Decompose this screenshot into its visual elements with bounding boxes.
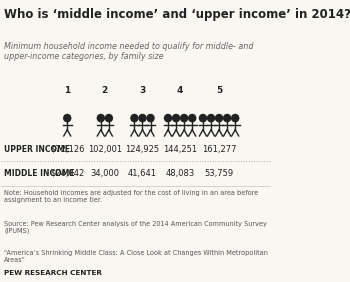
Text: UPPER INCOME: UPPER INCOME	[4, 145, 70, 154]
Text: 53,759: 53,759	[204, 169, 234, 178]
Text: 102,001: 102,001	[88, 145, 122, 154]
Text: Source: Pew Research Center analysis of the 2014 American Community Survey
(IPUM: Source: Pew Research Center analysis of …	[4, 221, 267, 234]
Circle shape	[147, 114, 154, 122]
Text: PEW RESEARCH CENTER: PEW RESEARCH CENTER	[4, 270, 102, 276]
Text: 41,641: 41,641	[128, 169, 157, 178]
Text: $24,042: $24,042	[50, 169, 84, 178]
Text: 144,251: 144,251	[163, 145, 197, 154]
Text: 34,000: 34,000	[90, 169, 119, 178]
Circle shape	[181, 114, 188, 122]
Text: 4: 4	[177, 86, 183, 95]
Text: 5: 5	[216, 86, 222, 95]
Circle shape	[97, 114, 104, 122]
Circle shape	[139, 114, 146, 122]
Circle shape	[216, 114, 223, 122]
Circle shape	[105, 114, 112, 122]
Circle shape	[64, 114, 71, 122]
Text: MIDDLE INCOME: MIDDLE INCOME	[4, 169, 75, 178]
Text: 1: 1	[64, 86, 70, 95]
Circle shape	[199, 114, 206, 122]
Circle shape	[189, 114, 196, 122]
Text: 124,925: 124,925	[125, 145, 160, 154]
Text: 161,277: 161,277	[202, 145, 236, 154]
Circle shape	[224, 114, 231, 122]
Text: 3: 3	[139, 86, 146, 95]
Circle shape	[232, 114, 239, 122]
Text: 48,083: 48,083	[166, 169, 195, 178]
Circle shape	[173, 114, 180, 122]
Circle shape	[208, 114, 215, 122]
Text: Note: Household incomes are adjusted for the cost of living in an area before
as: Note: Household incomes are adjusted for…	[4, 190, 258, 203]
Circle shape	[131, 114, 138, 122]
Text: $72,126: $72,126	[50, 145, 84, 154]
Text: “America’s Shrinking Middle Class: A Close Look at Changes Within Metropolitan
A: “America’s Shrinking Middle Class: A Clo…	[4, 250, 268, 263]
Text: Minimum household income needed to qualify for middle- and
upper-income categori: Minimum household income needed to quali…	[4, 42, 254, 61]
Text: Who is ‘middle income’ and ‘upper income’ in 2014?: Who is ‘middle income’ and ‘upper income…	[4, 8, 350, 21]
Text: 2: 2	[102, 86, 108, 95]
Circle shape	[164, 114, 172, 122]
